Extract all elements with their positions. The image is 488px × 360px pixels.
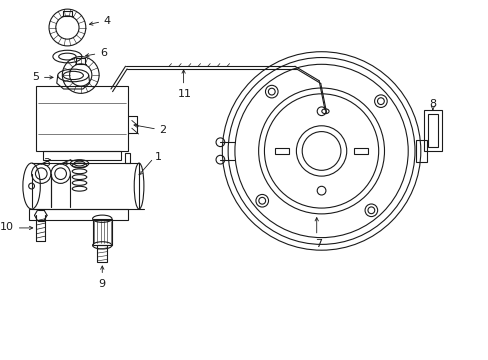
- Text: 2: 2: [159, 125, 166, 135]
- Bar: [97, 246, 107, 262]
- Text: 10: 10: [0, 222, 14, 233]
- Bar: [92, 219, 112, 246]
- Text: 8: 8: [428, 99, 436, 109]
- Bar: [275, 148, 288, 154]
- Text: 4: 4: [103, 16, 111, 26]
- Text: 5: 5: [32, 72, 39, 82]
- Bar: [124, 153, 130, 163]
- Text: 6: 6: [100, 48, 107, 58]
- Bar: [354, 148, 367, 154]
- Text: 7: 7: [314, 239, 321, 249]
- Bar: [36, 86, 128, 151]
- Text: 11: 11: [177, 89, 191, 99]
- Bar: [29, 209, 128, 220]
- Bar: [423, 110, 441, 151]
- Bar: [43, 151, 121, 160]
- Text: 9: 9: [99, 279, 105, 289]
- Bar: [427, 114, 437, 147]
- Text: 3: 3: [43, 158, 50, 168]
- Bar: [415, 140, 426, 162]
- Text: 1: 1: [155, 152, 162, 162]
